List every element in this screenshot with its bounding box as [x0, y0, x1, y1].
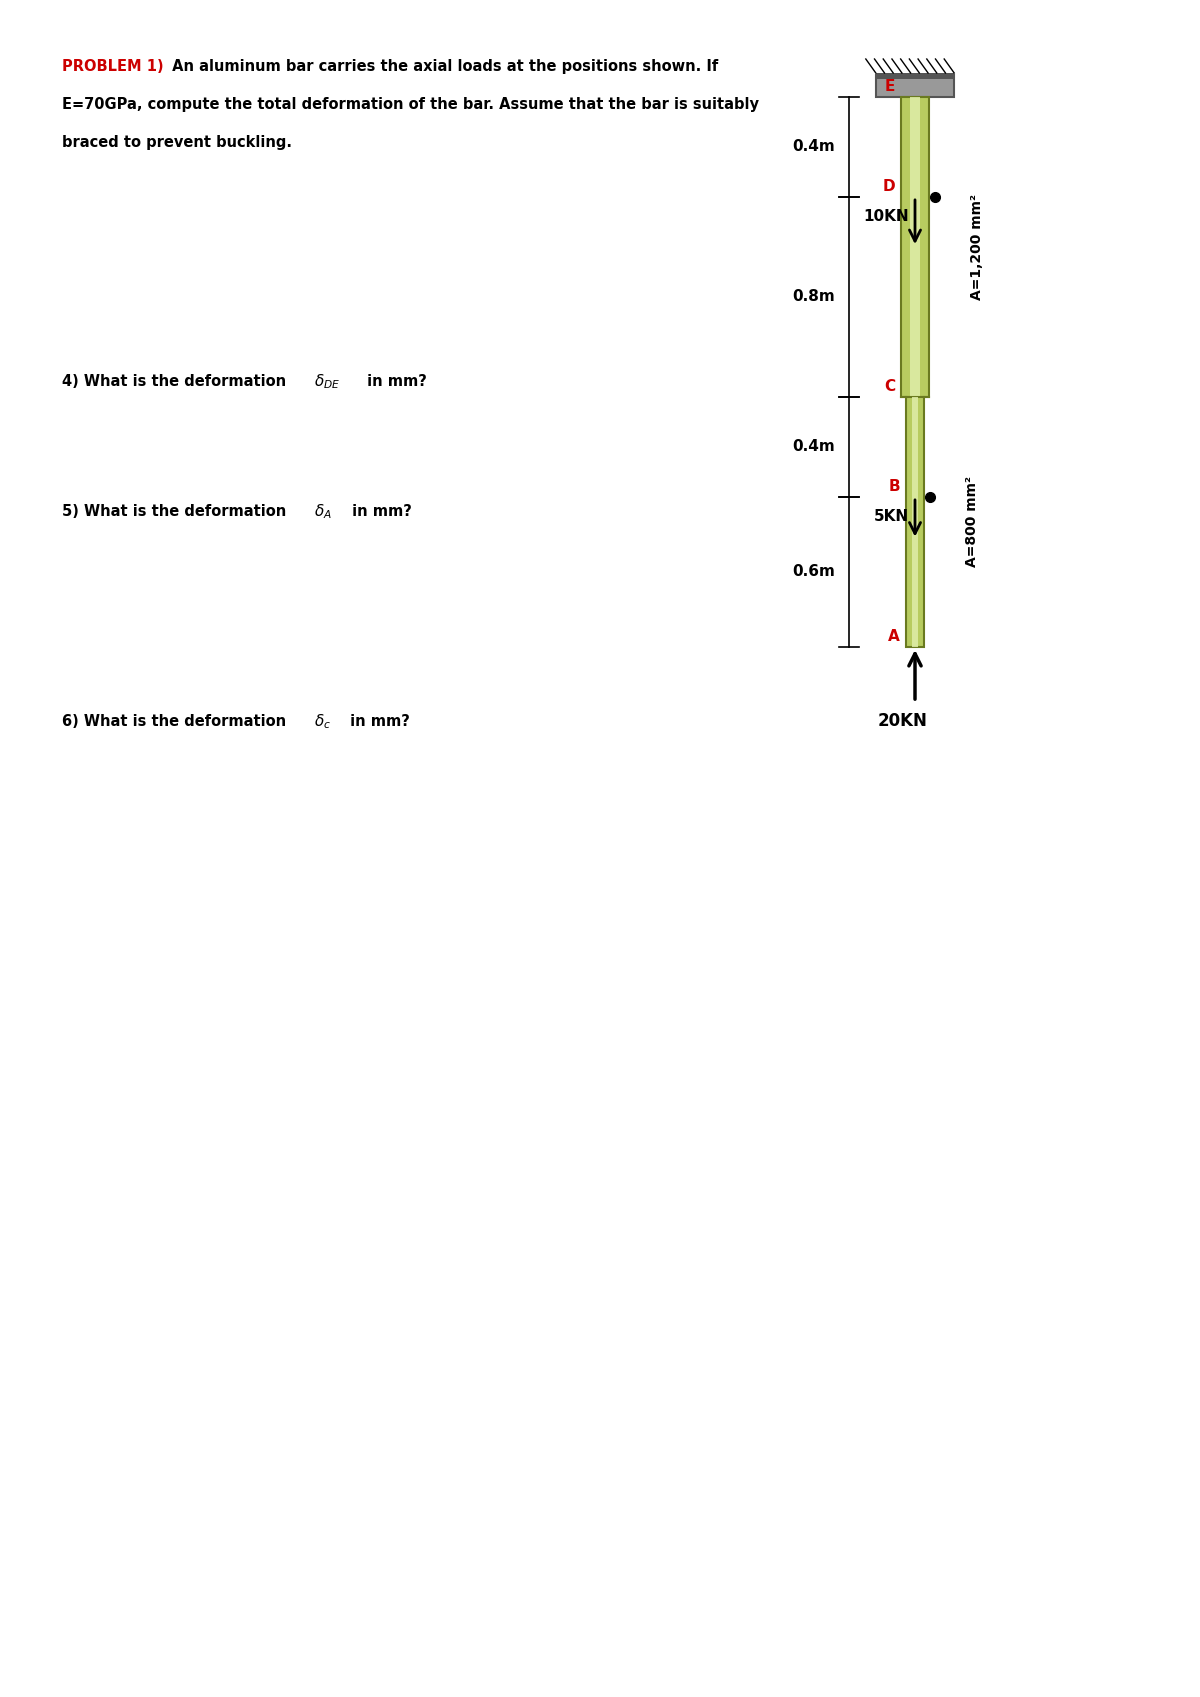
Bar [910, 97, 920, 397]
Text: 6) What is the deformation: 6) What is the deformation [62, 714, 292, 730]
Bar [912, 397, 918, 647]
Text: 0.4m: 0.4m [792, 139, 835, 154]
Text: $\delta_A$: $\delta_A$ [314, 502, 332, 521]
Text: 0.4m: 0.4m [792, 440, 835, 455]
Text: $\delta_c$: $\delta_c$ [314, 713, 331, 731]
Text: 5KN: 5KN [874, 509, 910, 524]
Text: $\delta_{DE}$: $\delta_{DE}$ [314, 373, 341, 392]
Text: E=70GPa, compute the total deformation of the bar. Assume that the bar is suitab: E=70GPa, compute the total deformation o… [62, 97, 760, 112]
Text: 5) What is the deformation: 5) What is the deformation [62, 504, 292, 519]
Text: in mm?: in mm? [346, 714, 410, 730]
Bar [901, 97, 929, 397]
Text: 0.6m: 0.6m [792, 565, 835, 579]
Text: B: B [888, 479, 900, 494]
Text: A=800 mm²: A=800 mm² [965, 477, 979, 567]
Text: in mm?: in mm? [362, 375, 427, 390]
Bar [906, 397, 924, 647]
Text: An aluminum bar carries the axial loads at the positions shown. If: An aluminum bar carries the axial loads … [167, 59, 719, 75]
Bar [876, 75, 954, 97]
Text: C: C [884, 378, 895, 394]
Text: 10KN: 10KN [863, 209, 910, 224]
Text: 4) What is the deformation: 4) What is the deformation [62, 375, 292, 390]
Text: A: A [888, 630, 900, 643]
Bar [876, 73, 954, 80]
Text: PROBLEM 1): PROBLEM 1) [62, 59, 163, 75]
Text: 0.8m: 0.8m [792, 290, 835, 304]
Text: in mm?: in mm? [347, 504, 412, 519]
Text: D: D [882, 178, 895, 193]
Text: A=1,200 mm²: A=1,200 mm² [970, 193, 984, 300]
Text: E: E [884, 80, 895, 93]
Text: braced to prevent buckling.: braced to prevent buckling. [62, 136, 292, 149]
Text: 20KN: 20KN [878, 713, 928, 730]
